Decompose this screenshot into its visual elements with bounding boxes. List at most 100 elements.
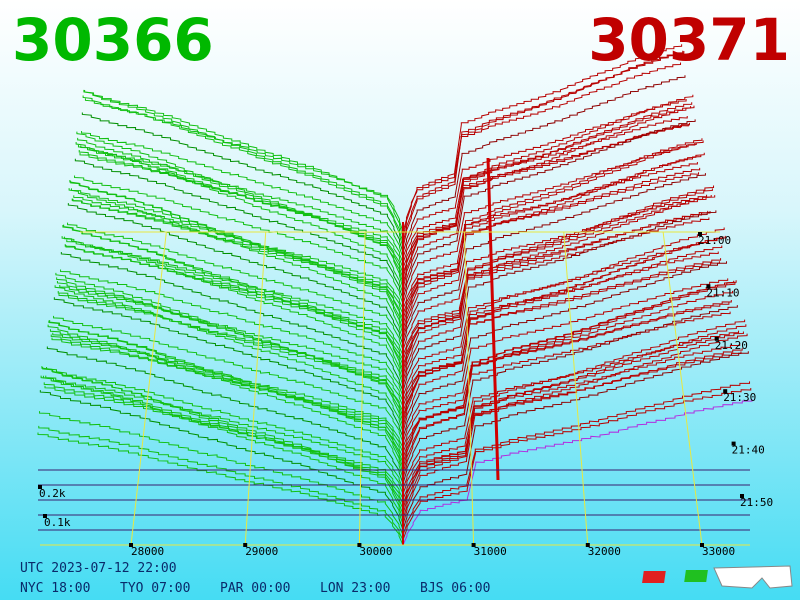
- price-tick-label: 28000: [131, 545, 164, 558]
- clock: PAR 00:00: [220, 581, 290, 596]
- depth-tick-dot: [43, 514, 47, 518]
- bid-depth-line: [81, 130, 404, 258]
- price-tick-dot: [129, 543, 133, 547]
- price-grid-line: [463, 231, 475, 546]
- ask-depth-line: [402, 152, 705, 340]
- bid-depth-line: [46, 367, 404, 489]
- price-tick-dot: [357, 543, 362, 547]
- bid-price: 30366: [12, 6, 214, 74]
- price-tick-label: 33000: [702, 545, 735, 558]
- ask-depth-line: [402, 94, 694, 289]
- bid-depth-line: [53, 315, 404, 443]
- bid-depth-line: [39, 411, 404, 535]
- bid-depth-line: [75, 142, 404, 294]
- ask-depth-line: [402, 119, 696, 299]
- ask-depth-line: [402, 305, 738, 484]
- bid-depth-line: [60, 251, 404, 392]
- bid-depth-line: [68, 188, 404, 340]
- ask-depth-line: [402, 138, 703, 330]
- bid-depth-line: [55, 272, 404, 428]
- bid-depth-line: [82, 95, 404, 248]
- bid-depth-line: [40, 375, 404, 525]
- bid-depth-line: [48, 320, 404, 474]
- utc-time: UTC 2023-07-12 22:00: [20, 561, 177, 576]
- bid-depth-line: [60, 269, 404, 397]
- ask-wall: [486, 157, 500, 481]
- ask-depth-line: [402, 50, 684, 243]
- bid-depth-line: [83, 89, 404, 243]
- ask-depth-line: [402, 227, 725, 428]
- ask-depth-line: [402, 185, 715, 381]
- ask-depth-line: [402, 333, 748, 525]
- bid-depth-line: [59, 285, 404, 402]
- bid-depth-line: [46, 346, 404, 484]
- bid-depth-line: [54, 285, 404, 433]
- price-tick-dot: [585, 543, 590, 547]
- time-tick-label: 21:30: [723, 391, 756, 404]
- bid-depth-line: [62, 225, 404, 381]
- time-tick-dot: [698, 232, 702, 236]
- ask-depth-line: [402, 302, 730, 448]
- bid-depth-line: [80, 145, 404, 263]
- time-tick-dot: [714, 336, 719, 341]
- price-grid-line: [130, 231, 167, 546]
- ask-depth-line: [402, 167, 701, 320]
- clock: NYC 18:00: [20, 581, 90, 596]
- ask-depth-line: [402, 330, 740, 489]
- ask-depth-line: [402, 381, 751, 535]
- bid-depth-line: [73, 195, 404, 310]
- bid-depth-line: [39, 390, 404, 530]
- bid-depth-line: [47, 324, 404, 479]
- glasses-icon: [642, 565, 793, 589]
- price-grid-line: [563, 231, 589, 546]
- price-grid-line: [358, 231, 366, 546]
- time-tick-dot: [731, 441, 736, 446]
- bid-depth-line: [81, 112, 404, 253]
- ask-depth-line: [402, 161, 698, 310]
- ask-depth-line: [402, 173, 706, 346]
- clock: BJS 06:00: [420, 581, 490, 596]
- ask-depth-line: [402, 387, 752, 541]
- bid-depth-line: [67, 203, 404, 346]
- time-tick-label: 21:10: [706, 286, 739, 299]
- ask-depth-line: [402, 217, 710, 361]
- price-tick-label: 32000: [588, 545, 621, 558]
- depth-tick-label: 0.1k: [44, 516, 71, 529]
- ask-depth-line: [402, 324, 747, 520]
- depth-tick-label: 0.2k: [39, 487, 66, 500]
- price-tick-dot: [243, 543, 248, 547]
- clock: LON 23:00: [320, 581, 390, 596]
- price-tick-dot: [471, 543, 476, 547]
- ask-depth-line: [402, 44, 683, 238]
- bid-depth-line: [69, 180, 404, 335]
- bid-depth-line: [37, 432, 404, 546]
- grid: 28000 29000 30000 31000 32000 33000 21:00 21:10…: [38, 231, 773, 558]
- price-tick-label: 29000: [245, 545, 278, 558]
- ask-depth-line: [402, 75, 686, 253]
- bid-depth-line: [53, 297, 404, 438]
- time-tick-label: 21:20: [715, 339, 748, 352]
- ask-depth-line: [402, 343, 741, 494]
- bid-depth-line: [67, 222, 404, 351]
- ask-depth-line: [402, 62, 682, 233]
- ask-depth-line: [402, 261, 728, 438]
- ask-depth-line: [402, 140, 704, 335]
- bid-depth-line: [61, 236, 404, 387]
- bid-depth-line: [38, 425, 404, 541]
- ask-depth-line: [402, 195, 716, 387]
- bid-depth-line: [45, 375, 404, 494]
- time-tick-dot: [723, 389, 728, 394]
- ask-price: 30371: [588, 6, 790, 74]
- depth-surface: [37, 44, 753, 546]
- time-tick-label: 21:00: [698, 234, 731, 247]
- bid-depth-line: [76, 131, 404, 289]
- price-grid-line: [662, 231, 703, 546]
- bid-depth-line: [84, 89, 404, 238]
- time-tick-label: 21:50: [740, 496, 773, 509]
- ask-depth-line: [402, 399, 753, 546]
- bid-depth-line: [74, 158, 404, 299]
- ask-depth-line: [402, 105, 695, 294]
- time-tick-label: 21:40: [732, 444, 765, 457]
- bid-depth-line: [58, 293, 404, 407]
